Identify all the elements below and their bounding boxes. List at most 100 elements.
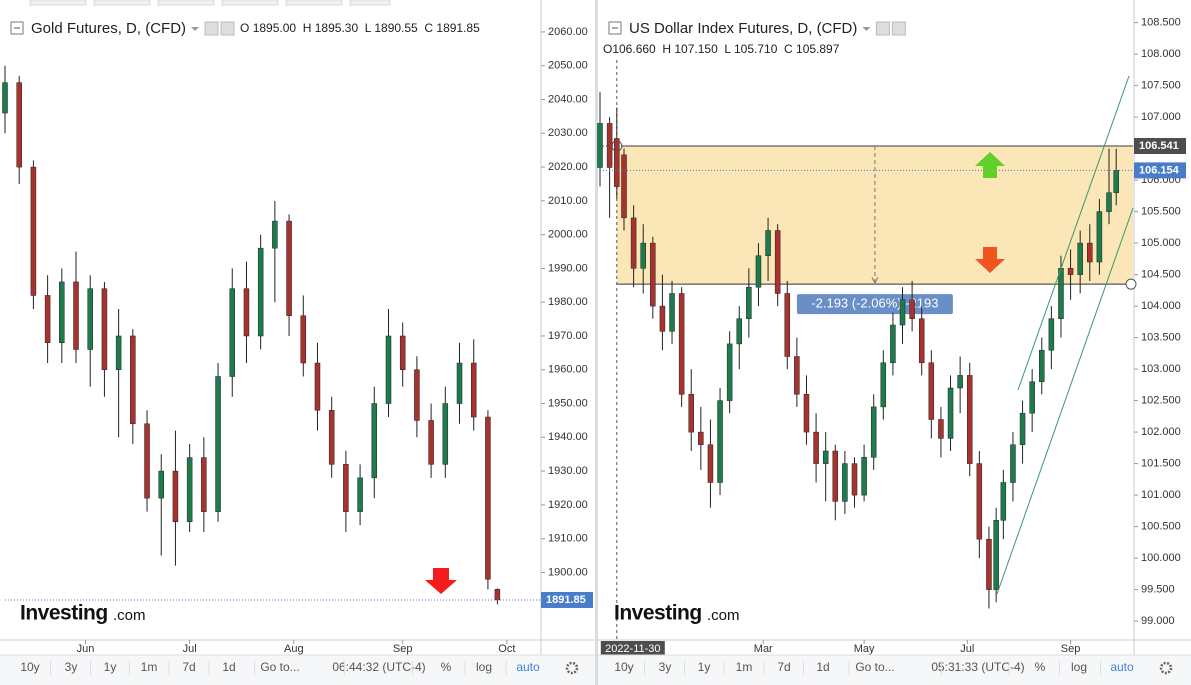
candle-body (851, 463, 858, 496)
candle-body (385, 335, 392, 404)
toolbar-button[interactable]: % (441, 660, 452, 674)
candle-body (470, 362, 477, 418)
toolbar-button[interactable]: 1m (141, 660, 158, 674)
chart-title: US Dollar Index Futures, D, (CFD) (629, 20, 857, 37)
candle-body (1019, 412, 1026, 445)
y-tick-label: 1920.00 (548, 499, 588, 511)
candle-body (842, 463, 848, 502)
logo-suffix: .com (707, 607, 740, 624)
settings-gear[interactable] (1159, 661, 1173, 675)
chart-title: Gold Futures, D, (CFD) (31, 20, 186, 37)
candle-body (736, 318, 743, 345)
toolbar-button[interactable]: % (1035, 660, 1046, 674)
toolbar-button[interactable]: 1m (736, 660, 753, 674)
candle-body (765, 230, 771, 256)
y-tick-label: 101.000 (1141, 489, 1181, 501)
candle-body (597, 123, 603, 168)
ohlc-values: O 1895.00 H 1895.30 L 1890.55 C 1891.85 (240, 21, 480, 35)
candle-body (606, 123, 613, 168)
candle-body (614, 138, 620, 187)
y-tick-label: 2060.00 (548, 26, 588, 38)
y-tick-label: 1930.00 (548, 465, 588, 477)
price-label-box (541, 591, 593, 608)
candle-body (186, 457, 193, 523)
candle-body (16, 82, 22, 168)
candle-body (229, 288, 236, 377)
candle-body (861, 457, 867, 496)
logo: Investing (614, 602, 702, 625)
logo: Investing (20, 602, 108, 625)
candle-body (101, 288, 108, 371)
up-arrow (975, 152, 1005, 178)
x-tick-label: Mar (754, 643, 773, 655)
y-tick-label: 2050.00 (548, 60, 588, 72)
toolbar-button[interactable]: Go to... (855, 660, 894, 674)
candle-body (357, 477, 363, 512)
x-tick-label: Jun (77, 643, 95, 655)
candle-body (966, 375, 973, 464)
candle-body (890, 324, 896, 364)
candle-body (243, 288, 250, 337)
toolbar-button[interactable]: 7d (777, 660, 790, 674)
candle-body (650, 242, 656, 307)
toolbar-button[interactable]: 1y (698, 660, 711, 674)
y-tick-label: 99.500 (1141, 584, 1175, 596)
toolbar-button[interactable]: 7d (182, 660, 195, 674)
toolbar-button[interactable]: log (1071, 660, 1087, 674)
candle-body (899, 299, 906, 326)
y-tick-label: 2010.00 (548, 195, 588, 207)
toolbar-button[interactable]: 1y (104, 660, 117, 674)
candle-body (1077, 242, 1083, 275)
candle-body (44, 295, 51, 343)
y-tick-label: 1990.00 (548, 262, 588, 274)
candle-body (494, 589, 501, 601)
toolbar-button[interactable]: 3y (659, 660, 672, 674)
candle-body (115, 335, 122, 371)
range-box (616, 146, 1133, 285)
visibility-icon (220, 21, 235, 36)
candle-body (1039, 349, 1045, 382)
candle-body (669, 293, 675, 332)
candle-body (215, 376, 221, 512)
candle-body (1087, 242, 1093, 263)
candle-body (880, 362, 887, 408)
price-label: 106.154 (1139, 164, 1180, 176)
crosshair-label-box (600, 641, 665, 656)
y-tick-label: 103.000 (1141, 363, 1181, 375)
toolbar-button[interactable]: 06:44:32 (UTC-4) (332, 660, 425, 674)
y-tick-label: 2000.00 (548, 229, 588, 241)
trend-channel (996, 75, 1134, 595)
candle-body (928, 362, 935, 420)
toolbar-button[interactable]: 1d (222, 660, 235, 674)
measure-label: -2.193 (-2.06%) -2193 (811, 296, 938, 311)
toolbar-button[interactable]: auto (516, 660, 540, 674)
toolbar (598, 655, 1191, 685)
y-tick-label: 1960.00 (548, 364, 588, 376)
candle-body (813, 431, 819, 464)
toolbar-button[interactable]: auto (1110, 660, 1134, 674)
settings-icon (875, 21, 890, 36)
settings-gear[interactable] (565, 661, 579, 675)
y-tick-label: 105.500 (1141, 206, 1181, 218)
candle-body (1067, 268, 1074, 275)
y-tick-label: 99.000 (1141, 615, 1175, 627)
candle-body (726, 343, 733, 401)
candle-body (784, 293, 791, 357)
toolbar-button[interactable]: 1d (816, 660, 829, 674)
toolbar-button[interactable]: 3y (65, 660, 78, 674)
price-label-box (1134, 138, 1186, 155)
y-tick-label: 1950.00 (548, 397, 588, 409)
toolbar-button[interactable]: 05:31:33 (UTC-4) (931, 660, 1024, 674)
ohlc-values: O106.660 H 107.150 L 105.710 C 105.897 (603, 42, 840, 56)
toolbar-button[interactable]: 10y (614, 660, 633, 674)
candle-body (371, 403, 378, 479)
y-tick-label: 1980.00 (548, 296, 588, 308)
settings-icon (204, 21, 219, 36)
toolbar-button[interactable]: log (476, 660, 492, 674)
crosshair-label: 2022-11-30 (605, 643, 660, 655)
candle-body (201, 457, 207, 512)
toolbar-button[interactable]: 10y (20, 660, 39, 674)
toolbar-button[interactable]: Go to... (260, 660, 299, 674)
candle-body (909, 299, 915, 319)
title-caret (862, 27, 871, 31)
